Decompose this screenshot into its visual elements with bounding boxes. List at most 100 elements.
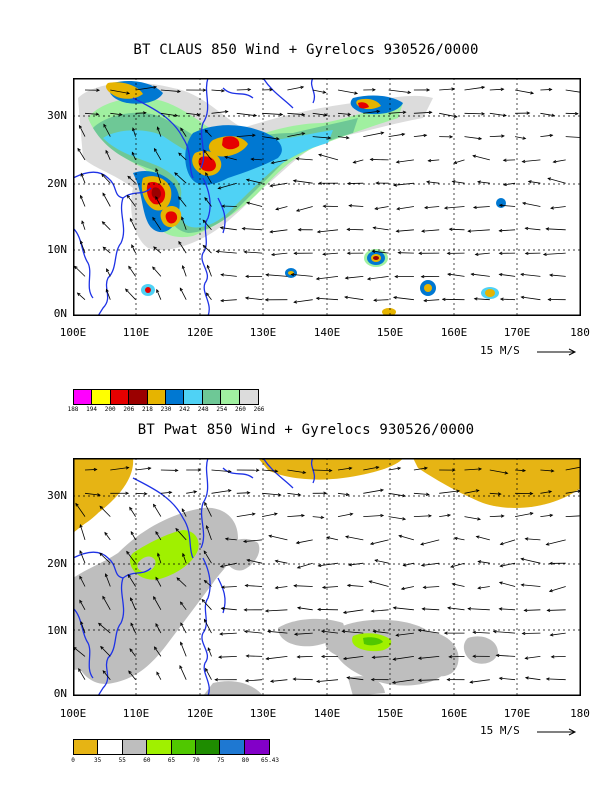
wind-vector [521, 558, 541, 564]
wind-vector-head [450, 564, 454, 568]
wind-vector-head [197, 468, 202, 472]
wind-vector-head [402, 110, 407, 114]
wind-vector [393, 296, 414, 301]
top-x-tick-120e: 120E [186, 326, 214, 339]
wind-vector-head [269, 88, 274, 92]
wind-vector [106, 289, 111, 300]
wind-vector [452, 583, 465, 587]
wind-vector [413, 492, 429, 495]
wind-vector [403, 562, 414, 566]
wind-vector-head [500, 514, 505, 518]
wind-vector-head [179, 601, 184, 606]
wind-vector [236, 492, 250, 494]
wind-vector [79, 600, 86, 610]
wind-vector-head [423, 298, 428, 303]
wind-vector [242, 228, 263, 231]
wind-vector-head [345, 535, 349, 539]
wind-vector-head [448, 227, 453, 231]
wind-vector [565, 515, 581, 517]
wind-vector [373, 630, 389, 634]
wind-vector [370, 539, 389, 545]
top-x-tick-180: 180 [570, 326, 590, 339]
wind-vector [202, 219, 212, 231]
top-y-tick-30n: 30N [47, 109, 67, 122]
wind-vector-head [424, 205, 428, 210]
wind-vector-head [318, 181, 322, 185]
wind-vector [179, 665, 187, 680]
wind-vector [472, 155, 490, 161]
wind-vector-head [102, 595, 106, 600]
wind-vector [388, 492, 406, 497]
wind-vector [211, 469, 231, 472]
wind-vector [345, 276, 364, 279]
wind-vector [135, 86, 157, 91]
wind-vector [525, 538, 541, 541]
wind-vector [236, 112, 257, 117]
wind-vector-head [428, 514, 432, 518]
wind-vector-head [470, 272, 475, 277]
wind-vector [375, 206, 389, 210]
wind-vector-head [175, 527, 179, 532]
wind-vector-head [180, 216, 185, 221]
wind-vector-head [203, 149, 207, 154]
wind-vector-head [549, 133, 554, 138]
wind-vector [318, 562, 339, 567]
wind-vector [418, 679, 440, 681]
bottom-x-tick-180: 180 [570, 707, 590, 720]
wind-vector-head [481, 112, 486, 116]
wind-vector-head [142, 111, 147, 115]
colorbar-label: 75 [217, 757, 225, 764]
wind-vector [216, 250, 237, 254]
wind-vector [154, 646, 162, 657]
wind-vector [388, 89, 411, 94]
colorbar-label: 254 [216, 406, 228, 413]
wind-vector [287, 132, 305, 137]
wind-vector-head [246, 201, 251, 205]
wind-vector-head [104, 573, 108, 578]
wind-vector-head [349, 512, 354, 516]
wind-vector [413, 134, 427, 137]
wind-vector-head [346, 181, 351, 186]
wind-vector [413, 111, 432, 114]
wind-vector [236, 134, 256, 137]
wind-vector-head [295, 540, 300, 545]
wind-vector-head [400, 586, 405, 591]
wind-vector-head [174, 468, 179, 473]
wind-vector [546, 228, 566, 231]
wind-vector-head [451, 180, 456, 184]
wind-vector [211, 89, 225, 92]
colorbar-label: 206 [123, 406, 135, 413]
wind-vector-head [265, 656, 270, 661]
wind-vector [471, 273, 490, 277]
wind-vector-head [244, 296, 249, 300]
wind-vector-head [504, 471, 509, 475]
wind-vector-head [499, 564, 504, 568]
colorbar-swatch [221, 390, 240, 404]
wind-vector-head [447, 513, 452, 518]
wind-vector-head [502, 158, 507, 162]
wind-vector [262, 136, 280, 140]
wind-vector-head [219, 226, 224, 230]
wind-vector [180, 601, 187, 611]
wind-vector [401, 586, 414, 590]
wind-vector-head [402, 517, 407, 521]
wind-vector-head [269, 230, 274, 234]
wind-vector [103, 124, 111, 137]
wind-vector [450, 562, 465, 568]
wind-vector [344, 296, 364, 301]
wind-vector-head [530, 91, 535, 95]
wind-vector [206, 292, 212, 300]
wind-vector-head [174, 172, 178, 176]
wind-vector-head [524, 656, 529, 660]
pwat-shading [73, 458, 581, 696]
colorbar-swatch [129, 390, 148, 404]
wind-vector [521, 584, 541, 587]
wind-vector [244, 251, 263, 254]
wind-vector-head [100, 645, 104, 650]
wind-vector-head [153, 85, 158, 89]
wind-vector-head [467, 229, 472, 233]
wind-vector [262, 469, 278, 472]
wind-vector [322, 586, 339, 588]
wind-vector-head [246, 491, 251, 495]
wind-vector-head [180, 127, 184, 132]
